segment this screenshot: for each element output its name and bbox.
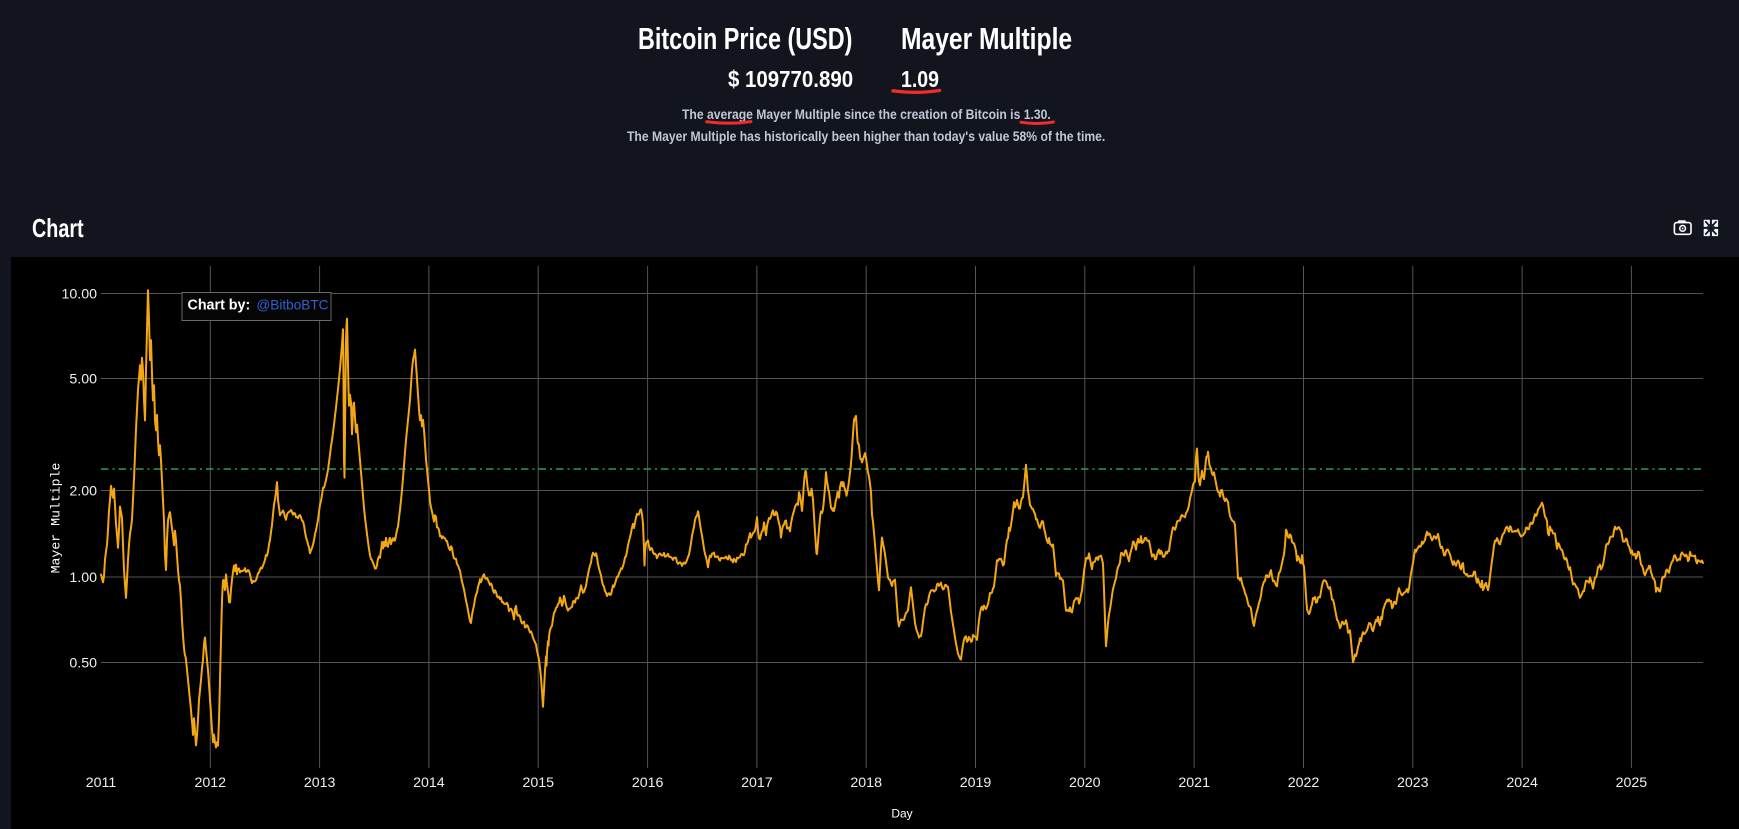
svg-text:@BitboBTC: @BitboBTC (257, 298, 329, 313)
svg-text:2022: 2022 (1288, 775, 1320, 791)
svg-text:1.00: 1.00 (69, 570, 97, 586)
svg-text:Mayer Multiple: Mayer Multiple (49, 463, 64, 574)
svg-text:10.00: 10.00 (61, 287, 97, 303)
svg-text:2021: 2021 (1178, 775, 1210, 791)
svg-text:5.00: 5.00 (69, 372, 97, 388)
svg-text:2020: 2020 (1069, 775, 1101, 791)
svg-text:Chart by:: Chart by: (188, 298, 251, 314)
svg-text:Day: Day (891, 807, 912, 821)
svg-text:2016: 2016 (632, 775, 664, 791)
svg-text:2018: 2018 (850, 775, 882, 791)
svg-text:2015: 2015 (523, 775, 555, 791)
svg-text:2017: 2017 (741, 775, 773, 791)
svg-text:2023: 2023 (1397, 775, 1429, 791)
svg-text:2014: 2014 (413, 775, 445, 791)
svg-text:2012: 2012 (195, 775, 227, 791)
svg-text:2011: 2011 (86, 775, 117, 791)
svg-text:0.50: 0.50 (69, 656, 97, 672)
svg-text:2019: 2019 (960, 775, 992, 791)
svg-text:2013: 2013 (304, 775, 336, 791)
svg-text:2.00: 2.00 (69, 484, 97, 500)
svg-text:2025: 2025 (1616, 775, 1648, 791)
svg-text:2024: 2024 (1506, 775, 1538, 791)
